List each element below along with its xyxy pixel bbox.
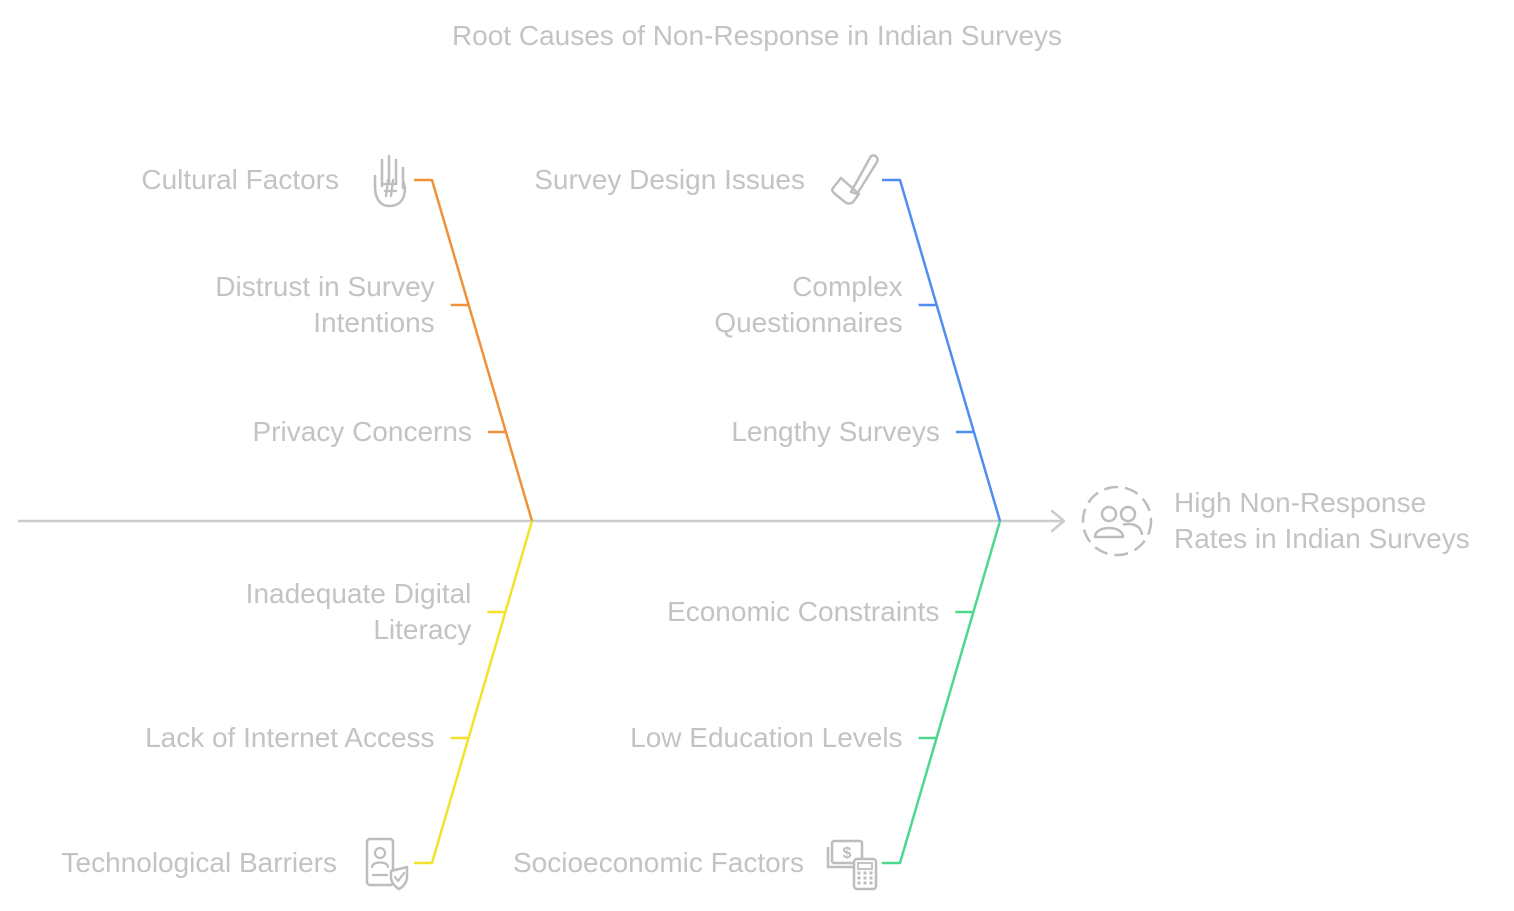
category-label-technological: Technological Barriers: [62, 845, 337, 881]
money-calculator-icon: $: [826, 839, 878, 891]
cause-label-line: Intentions: [313, 307, 435, 338]
bone-socioeconomic: [882, 520, 1002, 865]
cause-label: Low Education Levels: [630, 720, 902, 756]
cause-label-line: Low Education Levels: [630, 722, 903, 753]
cause-label-line: Privacy Concerns: [252, 416, 472, 447]
cause-label: Economic Constraints: [667, 594, 939, 630]
pencil-ruler-icon: [830, 154, 879, 205]
effect-label: High Non-Response Rates in Indian Surveys: [1174, 485, 1470, 557]
category-label-cultural-line: Cultural Factors: [141, 164, 339, 195]
cause-label: Inadequate Digital Literacy: [246, 576, 472, 648]
cause-label-line: Economic Constraints: [667, 596, 940, 627]
category-label-survey-design: Survey Design Issues: [534, 162, 805, 198]
cause-label-line: Lengthy Surveys: [731, 416, 940, 447]
users-icon: [1081, 485, 1153, 557]
category-label-socioeconomic: Socioeconomic Factors: [513, 845, 804, 881]
cause-label-line: Complex: [792, 271, 903, 302]
cause-label: Privacy Concerns: [253, 414, 472, 450]
cause-label-line: Inadequate Digital: [245, 578, 472, 609]
bone-technological: [414, 520, 534, 865]
bone-cultural: [414, 178, 534, 522]
cause-label-line: Distrust in Survey: [215, 271, 435, 302]
cause-label: Lack of Internet Access: [145, 720, 435, 756]
cause-label-line: Questionnaires: [714, 307, 903, 338]
hand-icon: [373, 154, 407, 208]
spine-arrowhead: [1050, 509, 1066, 533]
bone-line-survey-design: [882, 178, 1002, 522]
category-label-technological-line: Technological Barriers: [61, 847, 337, 878]
cause-label: Distrust in Survey Intentions: [215, 269, 434, 341]
category-label-survey-design-line: Survey Design Issues: [534, 164, 805, 195]
bone-line-technological: [414, 520, 534, 865]
diagram-title: Root Causes of Non-Response in Indian Su…: [451, 20, 1063, 51]
svg-text:$: $: [843, 845, 852, 862]
bone-line-cultural: [414, 178, 534, 522]
id-badge-check-icon: [365, 837, 409, 891]
bone-survey-design: [882, 178, 1002, 522]
bone-line-socioeconomic: [882, 520, 1002, 865]
cause-label-line: Literacy: [373, 614, 472, 645]
effect-label-line: High Non-Response: [1174, 487, 1427, 518]
cause-label: Lengthy Surveys: [731, 414, 940, 450]
effect-label-line: Rates in Indian Surveys: [1174, 523, 1470, 554]
cause-label: Complex Questionnaires: [714, 269, 902, 341]
category-label-cultural: Cultural Factors: [141, 162, 339, 198]
cause-label-line: Lack of Internet Access: [145, 722, 435, 753]
category-label-socioeconomic-line: Socioeconomic Factors: [512, 847, 804, 878]
